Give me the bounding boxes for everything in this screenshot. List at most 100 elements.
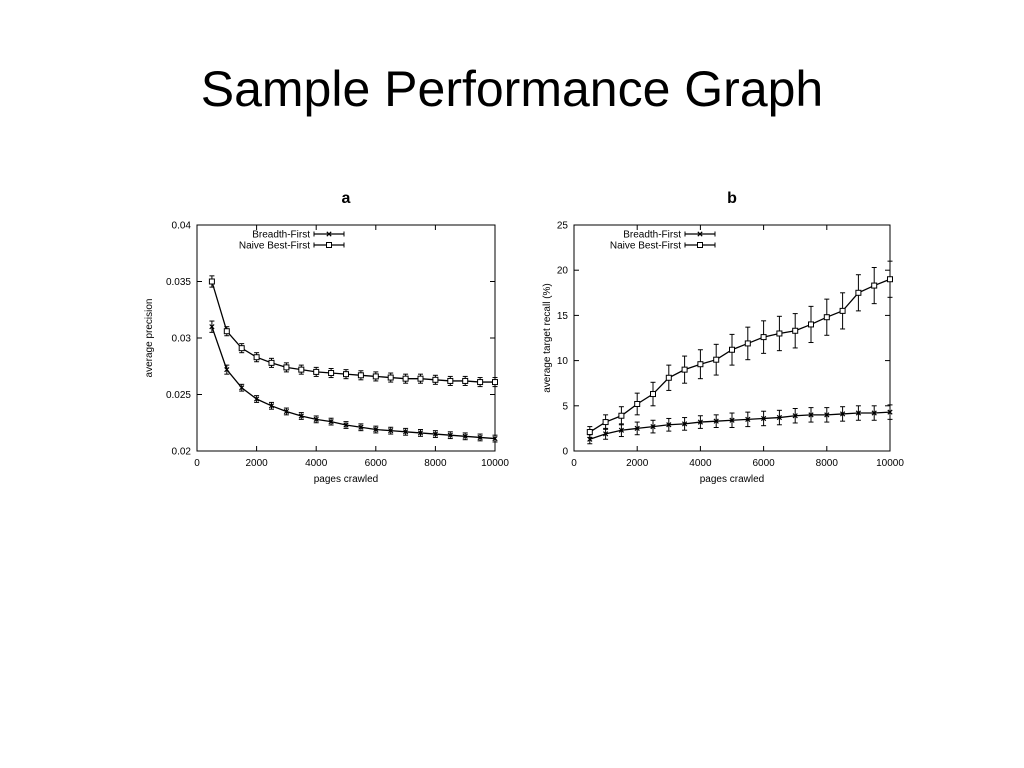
y-tick-label: 0 xyxy=(562,447,568,458)
x-tick-label: 2000 xyxy=(245,458,268,469)
x-tick-label: 0 xyxy=(194,458,200,469)
legend-label: Breadth-First xyxy=(623,230,681,241)
y-tick-label: 0.04 xyxy=(172,221,192,232)
data-point xyxy=(447,432,453,438)
data-point xyxy=(681,421,688,427)
data-point xyxy=(208,278,215,285)
data-point xyxy=(402,429,409,435)
data-point xyxy=(238,345,245,352)
data-point xyxy=(824,412,830,418)
y-tick-label: 5 xyxy=(562,401,568,412)
data-point xyxy=(855,410,862,416)
legend-label: Breadth-First xyxy=(252,230,310,241)
data-point xyxy=(239,385,245,391)
data-point xyxy=(417,375,424,382)
data-point xyxy=(665,374,672,381)
y-tick-label: 20 xyxy=(557,266,569,277)
data-point xyxy=(808,412,814,418)
data-point xyxy=(224,367,230,373)
series-line xyxy=(589,278,891,433)
data-point xyxy=(887,409,893,415)
data-point xyxy=(823,314,830,321)
series-line xyxy=(589,411,891,440)
data-point xyxy=(618,412,625,419)
data-point xyxy=(343,422,349,428)
y-tick-label: 0.02 xyxy=(172,447,192,458)
x-tick-label: 0 xyxy=(571,458,577,469)
x-tick-label: 4000 xyxy=(689,458,712,469)
y-tick-label: 15 xyxy=(557,311,569,322)
y-axis-label: average precision xyxy=(144,299,155,378)
data-point xyxy=(417,430,424,436)
data-point xyxy=(602,431,609,437)
data-point xyxy=(729,417,735,423)
data-point xyxy=(681,366,688,373)
data-point xyxy=(776,330,783,337)
x-tick-label: 10000 xyxy=(876,458,904,469)
data-point xyxy=(357,372,364,379)
y-tick-label: 0.03 xyxy=(172,334,192,345)
data-point xyxy=(328,370,335,377)
data-point xyxy=(792,327,799,334)
data-point xyxy=(462,377,469,384)
data-point xyxy=(887,276,893,283)
x-tick-label: 6000 xyxy=(365,458,388,469)
chart-title: b xyxy=(727,190,737,207)
chart-b: b 0 2000 4000 6000 8000 10000 0 5 10 15 20 25 pages c… xyxy=(542,190,904,485)
data-point xyxy=(871,410,877,416)
legend-marker xyxy=(326,231,332,237)
data-point xyxy=(776,414,783,421)
legend-label: Naive Best-First xyxy=(610,241,681,252)
data-point xyxy=(792,413,798,419)
data-point xyxy=(760,415,767,422)
data-point xyxy=(447,377,454,384)
data-point xyxy=(855,289,862,296)
data-point xyxy=(372,373,379,380)
data-point xyxy=(298,413,304,419)
chart-a: a 0 2000 4000 6000 8000 10000 0.02 0.025 0.03 0.03… xyxy=(144,190,509,485)
y-tick-label: 0.025 xyxy=(166,390,191,401)
x-tick-label: 2000 xyxy=(626,458,649,469)
x-axis-label: pages crawled xyxy=(314,474,378,485)
data-point xyxy=(839,307,846,314)
x-tick-label: 6000 xyxy=(752,458,775,469)
data-point xyxy=(313,416,319,422)
x-tick-label: 4000 xyxy=(305,458,328,469)
legend-marker xyxy=(697,231,703,237)
data-point xyxy=(650,423,656,430)
data-point xyxy=(666,422,672,428)
y-axis-label: average target recall (%) xyxy=(542,283,553,393)
data-point xyxy=(343,371,349,378)
data-point xyxy=(618,427,625,433)
data-point xyxy=(283,408,290,415)
slide-title: Sample Performance Graph xyxy=(200,61,824,117)
series-line xyxy=(211,281,495,383)
series-line xyxy=(211,326,496,440)
x-tick-label: 8000 xyxy=(424,458,447,469)
data-point xyxy=(713,418,719,424)
data-point xyxy=(358,424,364,430)
data-point xyxy=(253,354,260,361)
data-point xyxy=(871,282,878,289)
data-point xyxy=(209,324,215,330)
y-tick-label: 25 xyxy=(557,221,569,232)
data-point xyxy=(634,400,641,407)
data-point xyxy=(268,403,275,409)
data-point xyxy=(432,431,439,437)
y-tick-label: 10 xyxy=(557,356,569,367)
data-point xyxy=(313,368,320,375)
data-point xyxy=(432,376,439,383)
data-point xyxy=(745,416,751,422)
x-tick-label: 10000 xyxy=(481,458,509,469)
data-point xyxy=(268,359,275,366)
plot-frame xyxy=(196,224,496,452)
data-point xyxy=(586,429,593,436)
data-point xyxy=(729,346,735,353)
legend-marker xyxy=(326,242,332,248)
data-point xyxy=(462,433,468,439)
data-point xyxy=(634,425,640,432)
data-point xyxy=(298,366,305,373)
data-point xyxy=(492,435,498,442)
data-point xyxy=(697,419,704,425)
plot-frame xyxy=(573,224,891,452)
